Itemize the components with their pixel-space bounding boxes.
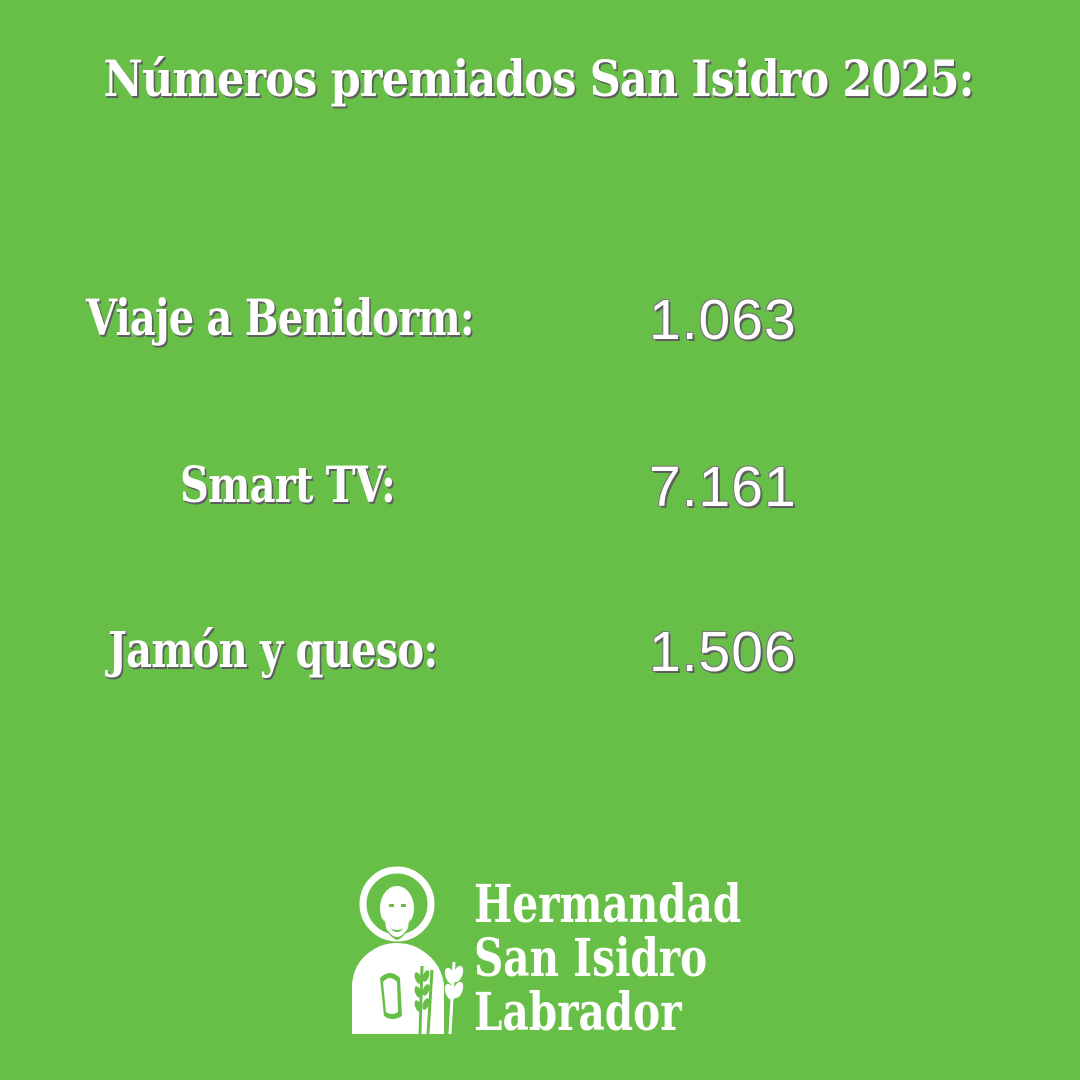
prize-number: 1.506 <box>649 620 797 684</box>
prize-label: Jamón y queso: <box>108 620 438 679</box>
logo-text: Hermandad San Isidro Labrador <box>474 878 741 1040</box>
prize-label: Smart TV: <box>180 455 396 514</box>
prize-number: 7.161 <box>649 455 797 519</box>
page-title: Números premiados San Isidro 2025: <box>103 49 975 108</box>
saint-isidro-icon <box>352 866 464 1035</box>
brotherhood-logo: Hermandad San Isidro Labrador <box>350 866 750 1041</box>
logo-line: Labrador <box>474 982 682 1043</box>
logo-line: Hermandad <box>474 874 742 935</box>
prize-label: Viaje a Benidorm: <box>86 288 475 347</box>
logo-line: San Isidro <box>474 928 708 989</box>
prize-number: 1.063 <box>649 288 797 352</box>
